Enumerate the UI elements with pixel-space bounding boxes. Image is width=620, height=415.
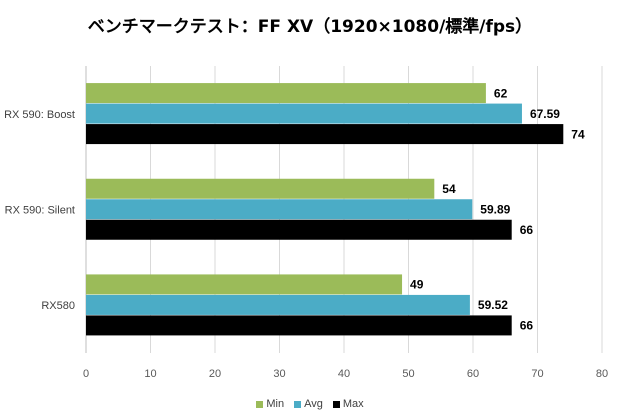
bar-max bbox=[86, 315, 512, 336]
data-label: 54 bbox=[442, 182, 456, 196]
x-tick-label: 70 bbox=[531, 368, 543, 380]
legend-swatch bbox=[256, 400, 264, 408]
data-label: 66 bbox=[520, 223, 534, 237]
x-tick-label: 20 bbox=[209, 368, 221, 380]
data-label: 62 bbox=[494, 86, 508, 100]
x-tick-label: 10 bbox=[144, 368, 156, 380]
category-label: RX 590: Silent bbox=[5, 205, 75, 217]
x-tick-label: 30 bbox=[273, 368, 285, 380]
data-label: 59.89 bbox=[480, 203, 510, 217]
x-tick-label: 60 bbox=[467, 368, 479, 380]
legend-item: Min bbox=[256, 398, 284, 410]
category-label: RX580 bbox=[41, 300, 75, 312]
x-tick-label: 50 bbox=[402, 368, 414, 380]
legend-label: Avg bbox=[304, 398, 323, 410]
legend-item: Max bbox=[332, 398, 364, 410]
data-label: 67.59 bbox=[530, 107, 560, 121]
x-tick-label: 0 bbox=[83, 368, 89, 380]
legend-label: Min bbox=[266, 398, 285, 410]
legend-label: Max bbox=[342, 398, 364, 410]
bar-avg bbox=[86, 294, 470, 315]
bar-min bbox=[86, 83, 486, 104]
bar-max bbox=[86, 219, 512, 240]
bar-max bbox=[86, 124, 564, 145]
bar-avg bbox=[86, 103, 522, 124]
chart-title: ベンチマークテスト：FF XV（1920×1080/標準/fps） bbox=[87, 17, 533, 37]
data-label: 49 bbox=[410, 278, 424, 292]
category-label: RX 590: Boost bbox=[4, 109, 75, 121]
data-label: 74 bbox=[571, 127, 585, 141]
legend-swatch bbox=[332, 400, 340, 408]
x-tick-label: 80 bbox=[596, 368, 608, 380]
legend-item: Avg bbox=[294, 398, 323, 410]
bar-min bbox=[86, 178, 435, 199]
x-tick-label: 40 bbox=[338, 368, 350, 380]
data-label: 66 bbox=[520, 319, 534, 333]
data-label: 59.52 bbox=[478, 298, 508, 312]
legend-swatch bbox=[294, 400, 302, 408]
bar-avg bbox=[86, 199, 473, 220]
legend: Min Avg Max bbox=[0, 398, 620, 410]
bar-min bbox=[86, 274, 403, 295]
